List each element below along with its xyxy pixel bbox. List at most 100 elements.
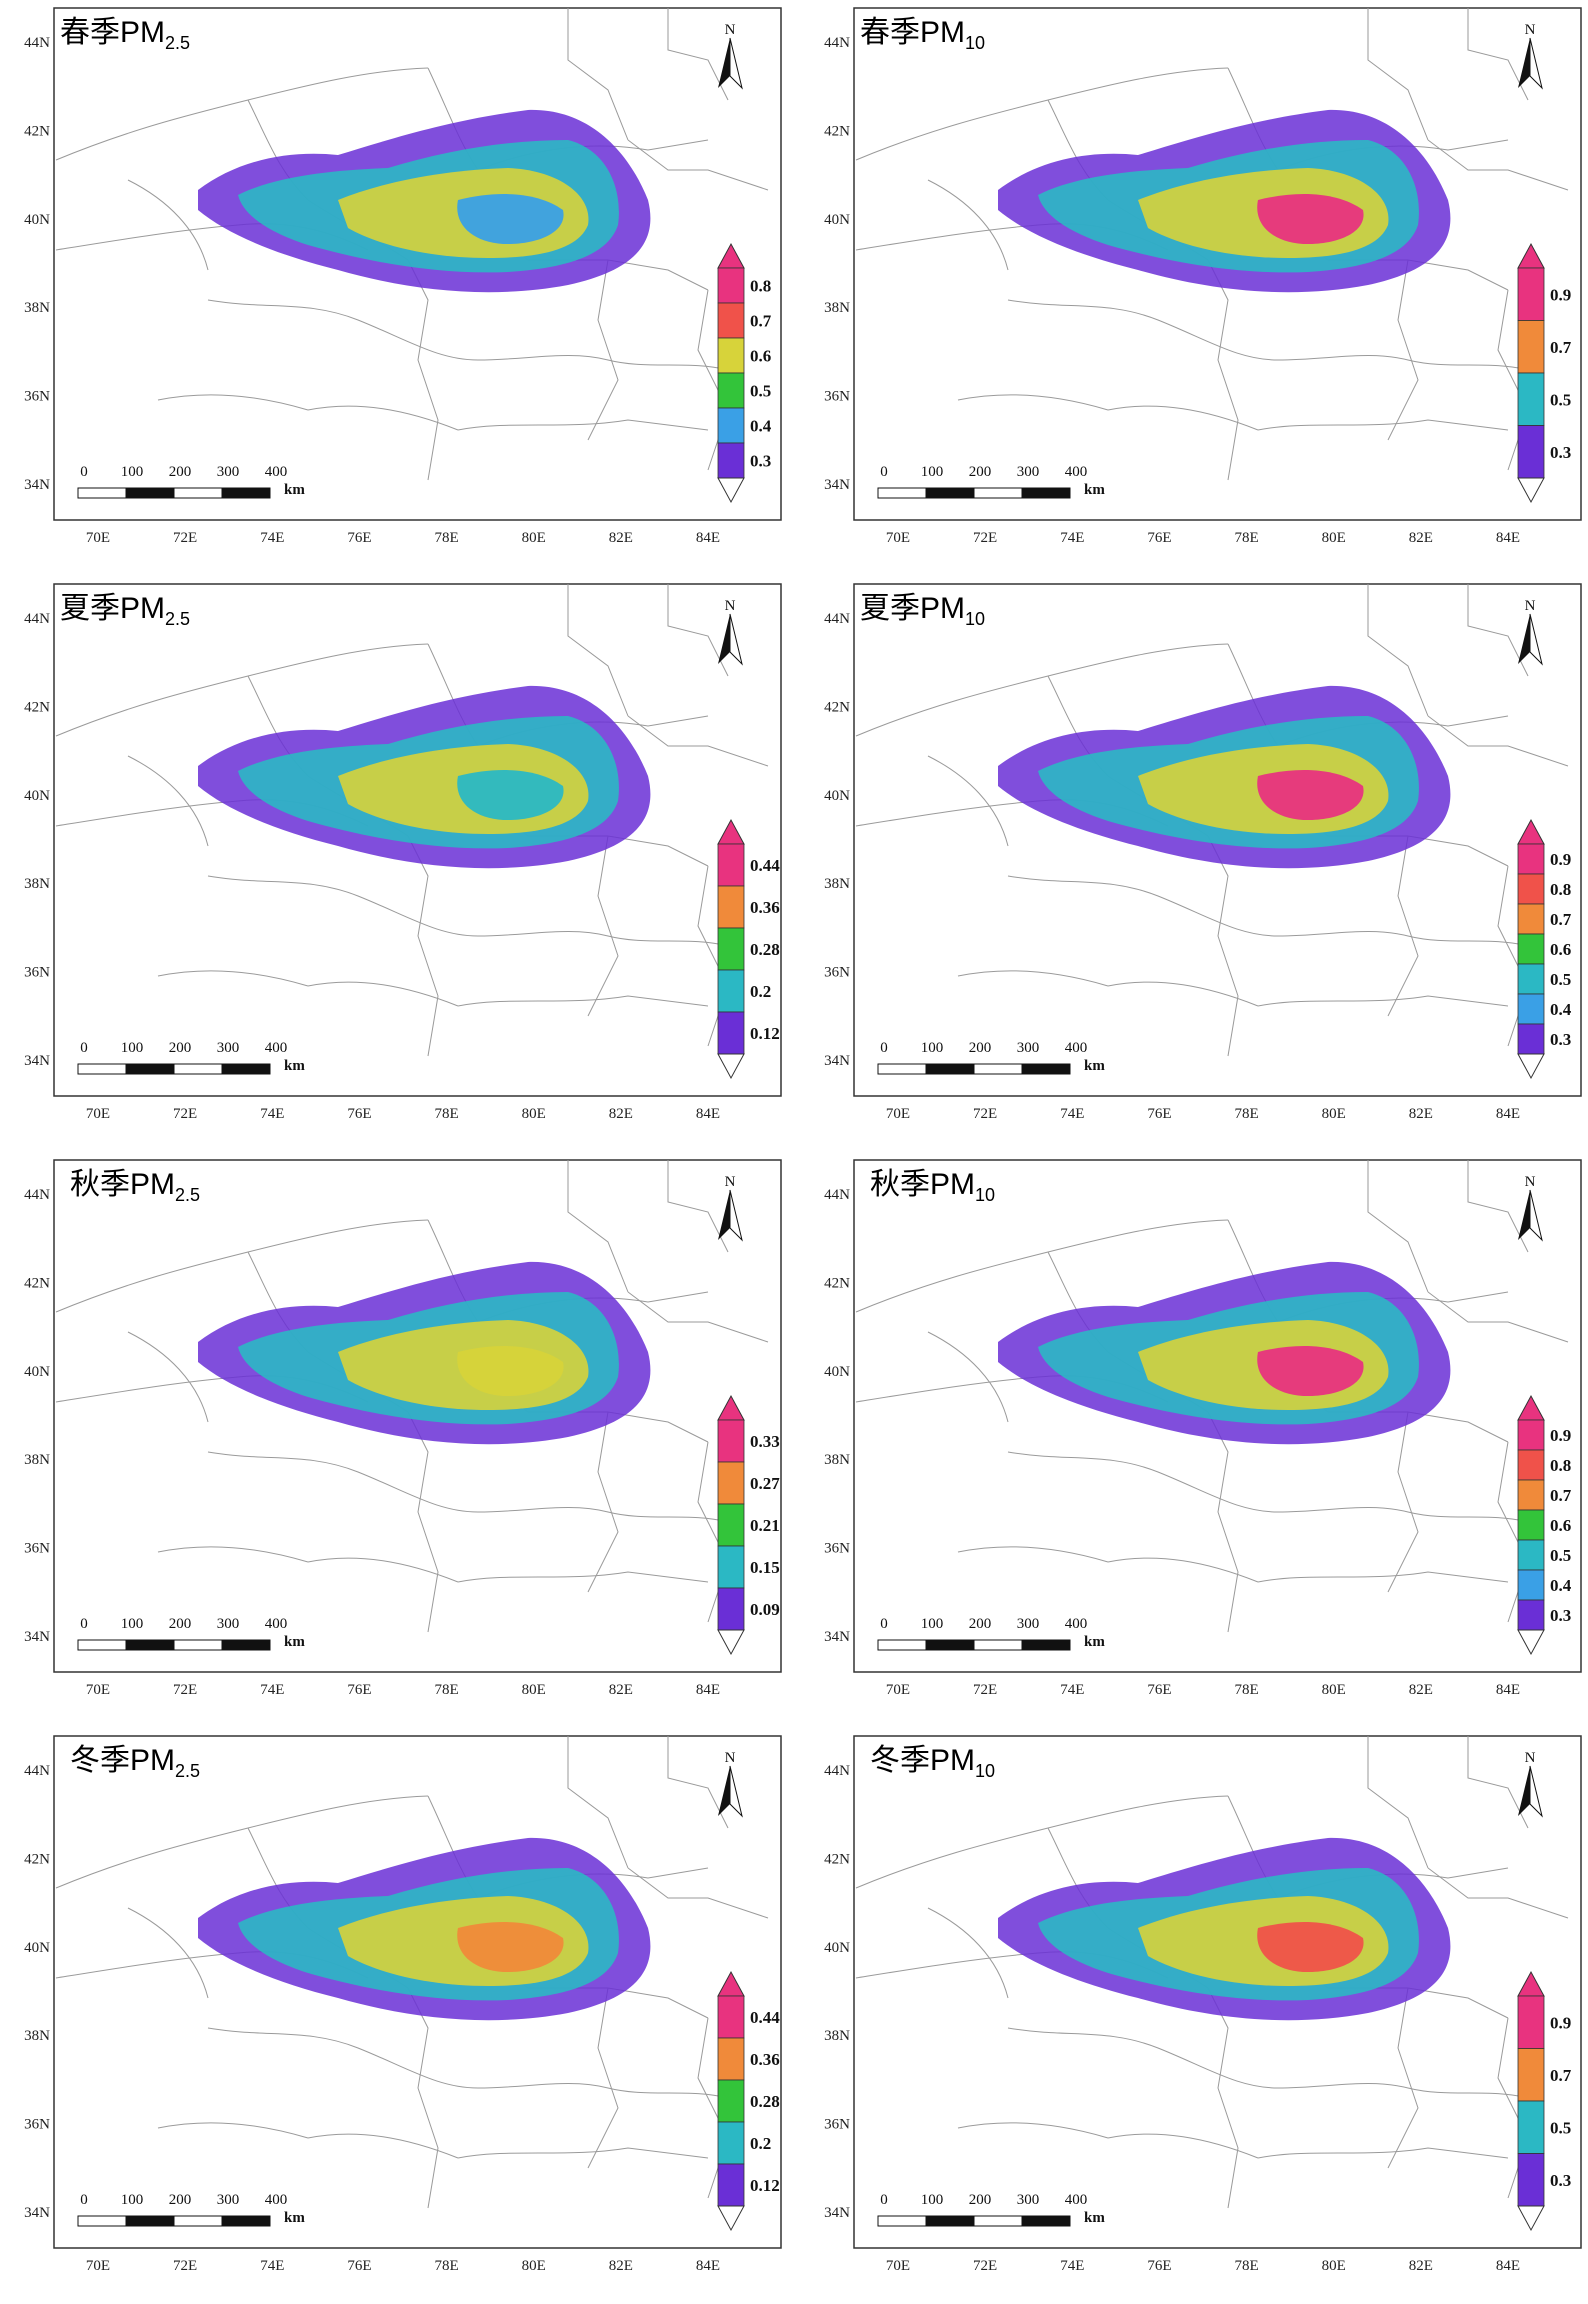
colorbar-swatch: [1517, 1509, 1545, 1541]
scale-segment: [125, 1063, 175, 1075]
colorbar-label: 0.4: [1550, 1000, 1572, 1019]
border-line: [207, 1451, 479, 1513]
border-line: [55, 1795, 429, 1889]
lat-tick-label: 36N: [824, 389, 850, 405]
colorbar-swatch: [1517, 1419, 1545, 1451]
concentration-plume: [998, 1837, 1451, 2021]
scale-segment: [221, 1063, 271, 1075]
scale-segment: [973, 487, 1023, 499]
border-line: [1257, 419, 1509, 431]
lat-tick-label: 40N: [24, 1940, 50, 1956]
colorbar-label: 0.09: [750, 1600, 780, 1619]
north-label: N: [725, 1174, 736, 1190]
lat-tick-label: 44N: [24, 35, 50, 51]
lon-tick-label: 76E: [347, 1682, 371, 1698]
lon-tick-label: 78E: [1234, 1682, 1258, 1698]
panel-title: 冬季PM2.5: [70, 1744, 200, 1781]
lon-tick-label: 72E: [973, 2258, 997, 2274]
colorbar-swatch: [717, 2163, 745, 2207]
border-line: [127, 1331, 209, 1423]
lat-tick-label: 40N: [824, 1940, 850, 1956]
lon-tick-label: 70E: [886, 1682, 910, 1698]
colorbar-legend: 0.9 0.7 0.5 0.3: [1517, 1970, 1572, 2232]
lon-tick-label: 74E: [1060, 1682, 1084, 1698]
border-line: [477, 2083, 729, 2099]
scale-segment: [877, 1639, 927, 1651]
colorbar-swatch: [717, 2079, 745, 2123]
lon-tick-label: 70E: [86, 2258, 110, 2274]
lat-tick-label: 36N: [24, 965, 50, 981]
scale-tick-label: 100: [121, 464, 144, 480]
border-line: [567, 584, 629, 717]
lat-tick-label: 44N: [824, 1763, 850, 1779]
axis-ticks: 44N 42N 40N 38N 36N 34N 70E 72E 74E 76E 78E 80E 82E 8…: [24, 35, 720, 546]
colorbar-label: 0.6: [750, 347, 771, 366]
lon-tick-label: 72E: [973, 1106, 997, 1122]
lat-tick-label: 38N: [824, 876, 850, 892]
north-label: N: [725, 1750, 736, 1766]
lat-tick-label: 40N: [24, 212, 50, 228]
scale-segment: [221, 1639, 271, 1651]
colorbar-label: 0.7: [1550, 2066, 1572, 2085]
lat-tick-label: 40N: [824, 788, 850, 804]
scale-segment: [77, 2215, 127, 2227]
lon-tick-label: 82E: [1409, 1682, 1433, 1698]
map-panel-winter-pm25: 冬季PM2.5 N 0 100 200 300 400 km 0.44 0.36 0.28 0.…: [8, 1728, 788, 2304]
north-label: N: [1525, 1750, 1536, 1766]
scale-tick-label: 400: [1065, 464, 1088, 480]
lon-tick-label: 72E: [173, 530, 197, 546]
colorbar-swatch: [1517, 1479, 1545, 1511]
scale-tick-label: 0: [880, 2192, 888, 2208]
lat-tick-label: 44N: [24, 611, 50, 627]
border-line: [1467, 1160, 1529, 1253]
colorbar-bottom-triangle: [1517, 2205, 1545, 2232]
north-arrow-icon: N: [718, 1174, 743, 1242]
scale-segment: [973, 1063, 1023, 1075]
scale-tick-label: 200: [969, 464, 992, 480]
scale-tick-label: 0: [80, 2192, 88, 2208]
lat-tick-label: 38N: [824, 2028, 850, 2044]
scale-tick-label: 0: [80, 1040, 88, 1056]
scale-unit-label: km: [1084, 1634, 1105, 1650]
north-arrow-icon: N: [1518, 1750, 1543, 1818]
colorbar-label: 0.21: [750, 1516, 780, 1535]
scale-tick-label: 100: [121, 1040, 144, 1056]
lon-tick-label: 84E: [1496, 530, 1520, 546]
colorbar-label: 0.3: [1550, 1030, 1571, 1049]
lon-tick-label: 70E: [86, 530, 110, 546]
scale-bar: 0 100 200 300 400 km: [877, 1040, 1105, 1075]
lat-tick-label: 42N: [24, 1275, 50, 1291]
lat-tick-label: 36N: [24, 2117, 50, 2133]
border-line: [957, 394, 1109, 411]
border-line: [957, 1546, 1109, 1563]
colorbar-bottom-triangle: [717, 2205, 745, 2232]
colorbar-label: 0.8: [1550, 880, 1571, 899]
colorbar-swatch: [717, 843, 745, 887]
scale-bar: 0 100 200 300 400 km: [877, 1616, 1105, 1651]
scale-tick-label: 300: [217, 1616, 240, 1632]
lon-tick-label: 70E: [886, 530, 910, 546]
border-line: [477, 931, 729, 947]
scale-segment: [173, 1063, 223, 1075]
border-line: [207, 2027, 479, 2089]
colorbar-legend: 0.44 0.36 0.28 0.2 0.12: [717, 1970, 780, 2232]
lat-tick-label: 34N: [24, 477, 50, 493]
colorbar-label: 0.4: [750, 417, 772, 436]
axis-ticks: 44N 42N 40N 38N 36N 34N 70E 72E 74E 76E 78E 80E 82E 8…: [824, 35, 1520, 546]
scale-tick-label: 400: [265, 1616, 288, 1632]
scale-tick-label: 200: [969, 1040, 992, 1056]
lon-tick-label: 80E: [522, 2258, 546, 2274]
colorbar-label: 0.6: [1550, 940, 1571, 959]
colorbar-label: 0.15: [750, 1558, 780, 1577]
border-line: [127, 179, 209, 271]
scale-segment: [925, 1063, 975, 1075]
border-line: [567, 8, 629, 141]
lat-tick-label: 44N: [824, 35, 850, 51]
concentration-plume: [198, 1261, 651, 1445]
scale-tick-label: 200: [969, 1616, 992, 1632]
scale-segment: [173, 2215, 223, 2227]
border-line: [627, 715, 769, 767]
colorbar-swatch: [1517, 903, 1545, 935]
border-line: [1107, 1557, 1259, 1583]
border-line: [457, 419, 709, 431]
